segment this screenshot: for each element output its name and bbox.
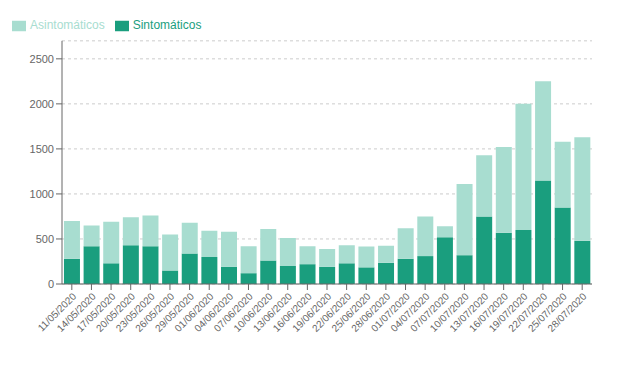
svg-text:04/07/2020: 04/07/2020 — [388, 290, 432, 334]
svg-text:17/05/2020: 17/05/2020 — [74, 290, 118, 334]
svg-text:10/06/2020: 10/06/2020 — [231, 290, 275, 334]
svg-text:07/06/2020: 07/06/2020 — [211, 290, 255, 334]
svg-text:01/06/2020: 01/06/2020 — [172, 290, 216, 334]
svg-text:500: 500 — [36, 233, 54, 245]
svg-text:1000: 1000 — [30, 188, 54, 200]
svg-text:22/07/2020: 22/07/2020 — [506, 290, 550, 334]
svg-text:0: 0 — [48, 278, 54, 290]
svg-text:20/05/2020: 20/05/2020 — [94, 290, 138, 334]
svg-text:13/06/2020: 13/06/2020 — [251, 290, 295, 334]
svg-text:2500: 2500 — [30, 53, 54, 65]
svg-text:22/06/2020: 22/06/2020 — [309, 290, 354, 334]
svg-text:28/06/2020: 28/06/2020 — [349, 290, 393, 334]
svg-text:25/07/2020: 25/07/2020 — [525, 290, 569, 334]
svg-text:2000: 2000 — [30, 98, 54, 110]
svg-text:13/07/2020: 13/07/2020 — [447, 290, 491, 334]
svg-text:14/05/2020: 14/05/2020 — [54, 290, 98, 334]
svg-text:25/06/2020: 25/06/2020 — [329, 290, 373, 334]
svg-text:16/06/2020: 16/06/2020 — [270, 290, 314, 334]
svg-text:16/07/2020: 16/07/2020 — [466, 290, 511, 334]
svg-text:26/05/2020: 26/05/2020 — [133, 290, 177, 334]
svg-text:29/05/2020: 29/05/2020 — [152, 290, 196, 334]
svg-text:01/07/2020: 01/07/2020 — [368, 290, 412, 334]
svg-text:10/07/2020: 10/07/2020 — [427, 290, 471, 334]
svg-text:23/05/2020: 23/05/2020 — [113, 290, 157, 334]
svg-text:19/07/2020: 19/07/2020 — [486, 290, 530, 334]
svg-text:28/07/2020: 28/07/2020 — [545, 290, 588, 333]
html-text:Sintomáticos: Sintomáticos — [132, 18, 202, 32]
svg-text:19/06/2020: 19/06/2020 — [290, 290, 334, 334]
html-text:Asintomáticos: Asintomáticos — [30, 18, 105, 32]
svg-text:07/07/2020: 07/07/2020 — [408, 290, 452, 334]
svg-text:1500: 1500 — [30, 143, 54, 155]
svg-text:04/06/2020: 04/06/2020 — [192, 290, 236, 334]
svg-text:11/05/2020: 11/05/2020 — [35, 290, 79, 334]
